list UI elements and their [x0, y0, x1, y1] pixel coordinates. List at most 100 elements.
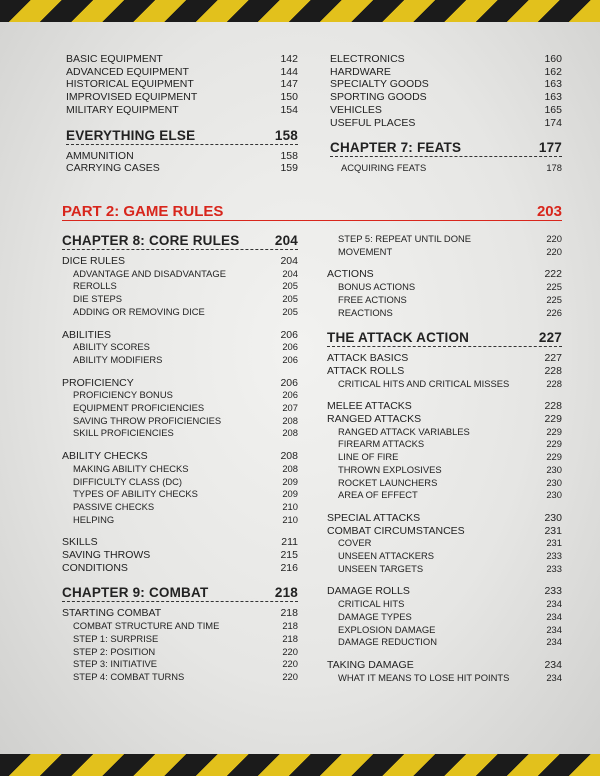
entry-label: UNSEEN TARGETS: [338, 562, 424, 574]
entry-page: 206: [282, 353, 298, 365]
entry-page: 206: [282, 341, 298, 353]
toc-subentry: FREE ACTIONS 225: [327, 294, 562, 307]
toc-entry: STARTING COMBAT 218: [62, 607, 298, 620]
entry-page: 144: [280, 65, 298, 78]
entry-page: 159: [280, 162, 298, 175]
entry-label: ABILITY SCORES: [73, 341, 150, 353]
toc-entry: AMMUNITION 158: [66, 150, 298, 163]
entry-label: PROFICIENCY: [62, 376, 134, 389]
toc-subentry: REROLLS 205: [62, 280, 298, 293]
entry-label: HELPING: [73, 513, 115, 525]
toc-subentry: ACQUIRING FEATS 178: [330, 162, 562, 175]
toc-subentry: PROFICIENCY BONUS 206: [62, 389, 298, 402]
entry-page: 206: [280, 328, 298, 341]
heading-page: 204: [274, 233, 298, 248]
heading-page: 227: [538, 330, 562, 346]
chapter-heading: EVERYTHING ELSE 158: [66, 128, 298, 145]
toc-subentry: THROWN EXPLOSIVES 230: [327, 464, 562, 477]
entry-label: ACTIONS: [327, 268, 374, 281]
entry-page: 147: [280, 78, 298, 91]
toc-subentry: COVER 231: [327, 537, 562, 550]
toc-subentry: LINE OF FIRE 229: [327, 451, 562, 464]
entry-page: 234: [546, 623, 562, 635]
toc-entry: MELEE ATTACKS 228: [327, 400, 562, 413]
entry-label: ABILITY CHECKS: [62, 450, 148, 463]
entry-page: 208: [280, 450, 298, 463]
toc-subentry: WHAT IT MEANS TO LOSE HIT POINTS 234: [327, 672, 562, 685]
part-heading: PART 2: GAME RULES 203: [62, 203, 562, 221]
toc-entry: HISTORICAL EQUIPMENT 147: [66, 78, 298, 91]
entry-label: CRITICAL HITS AND CRITICAL MISSES: [338, 377, 510, 389]
toc-entry: PROFICIENCY 206: [62, 377, 298, 390]
part-page: 203: [536, 203, 562, 220]
toc-subentry: STEP 5: REPEAT UNTIL DONE 220: [327, 233, 562, 246]
entry-page: 233: [546, 562, 562, 574]
entry-label: REACTIONS: [338, 306, 393, 318]
toc-entry: MILITARY EQUIPMENT 154: [66, 104, 298, 117]
entry-page: 220: [546, 245, 562, 257]
entry-label: MAKING ABILITY CHECKS: [73, 462, 189, 474]
entry-page: 154: [280, 103, 298, 116]
entry-label: ADVANCED EQUIPMENT: [66, 65, 189, 78]
entry-label: TYPES OF ABILITY CHECKS: [73, 488, 198, 500]
entry-page: 230: [546, 489, 562, 501]
toc-entry: ATTACK BASICS 227: [327, 352, 562, 365]
entry-page: 233: [544, 585, 562, 598]
toc-entry: COMBAT CIRCUMSTANCES 231: [327, 525, 562, 538]
entry-page: 222: [544, 268, 562, 281]
entry-label: RANGED ATTACK VARIABLES: [338, 425, 470, 437]
column: STEP 5: REPEAT UNTIL DONE 220 MOVEMENT 220 A…: [327, 233, 562, 684]
entry-page: 231: [544, 524, 562, 537]
entry-page: 205: [282, 280, 298, 292]
entry-page: 234: [546, 610, 562, 622]
entry-page: 218: [280, 607, 298, 620]
entry-label: DIE STEPS: [73, 293, 122, 305]
toc-entry: SPORTING GOODS 163: [330, 91, 562, 104]
entry-label: DICE RULES: [62, 255, 126, 267]
toc-subentry: STEP 1: SURPRISE 218: [62, 633, 298, 646]
heading-title: CHAPTER 8: CORE RULES: [62, 233, 240, 248]
entry-page: 229: [546, 451, 562, 463]
chapter-heading: THE ATTACK ACTION 227: [327, 330, 562, 348]
entry-page: 206: [280, 376, 298, 389]
entry-page: 218: [282, 632, 298, 644]
toc-subentry: EQUIPMENT PROFICIENCIES 207: [62, 402, 298, 415]
entry-label: REROLLS: [73, 280, 117, 292]
toc-subentry: PASSIVE CHECKS 210: [62, 501, 298, 514]
part-title: PART 2: GAME RULES: [62, 203, 224, 220]
chapter-heading: CHAPTER 7: FEATS 177: [330, 140, 562, 158]
toc-entry: ABILITIES 206: [62, 329, 298, 342]
entry-label: ROCKET LAUNCHERS: [338, 476, 438, 488]
entry-label: PASSIVE CHECKS: [73, 500, 155, 512]
entry-label: EXPLOSION DAMAGE: [338, 623, 436, 635]
entry-page: 174: [544, 116, 562, 129]
entry-label: TAKING DAMAGE: [327, 658, 414, 671]
entry-page: 229: [546, 425, 562, 437]
entry-page: 204: [280, 255, 298, 267]
toc-subentry: UNSEEN ATTACKERS 233: [327, 550, 562, 563]
entry-page: 142: [280, 53, 298, 65]
toc-subentry: HELPING 210: [62, 514, 298, 527]
entry-label: FIREARM ATTACKS: [338, 438, 425, 450]
entry-label: RANGED ATTACKS: [327, 413, 422, 426]
toc-entry: USEFUL PLACES 174: [330, 117, 562, 130]
entry-page: 230: [546, 476, 562, 488]
entry-label: DAMAGE ROLLS: [327, 585, 410, 598]
toc-subentry: TYPES OF ABILITY CHECKS 209: [62, 488, 298, 501]
toc-subentry: CRITICAL HITS AND CRITICAL MISSES 228: [327, 378, 562, 391]
entry-label: ELECTRONICS: [330, 53, 405, 65]
entry-page: 208: [282, 427, 298, 439]
entry-page: 228: [546, 377, 562, 389]
entry-page: 216: [280, 561, 298, 574]
entry-label: ATTACK ROLLS: [327, 364, 405, 377]
toc-entry: IMPROVISED EQUIPMENT 150: [66, 91, 298, 104]
entry-label: CRITICAL HITS: [338, 598, 405, 610]
entry-label: STEP 4: COMBAT TURNS: [73, 670, 185, 682]
entry-page: 220: [282, 658, 298, 670]
heading-title: EVERYTHING ELSE: [66, 127, 196, 143]
entry-label: STEP 1: SURPRISE: [73, 632, 159, 644]
entry-label: ADDING OR REMOVING DICE: [73, 305, 205, 317]
entry-label: WHAT IT MEANS TO LOSE HIT POINTS: [338, 671, 510, 683]
entry-page: 220: [282, 645, 298, 657]
entry-label: SPECIALTY GOODS: [330, 78, 429, 91]
